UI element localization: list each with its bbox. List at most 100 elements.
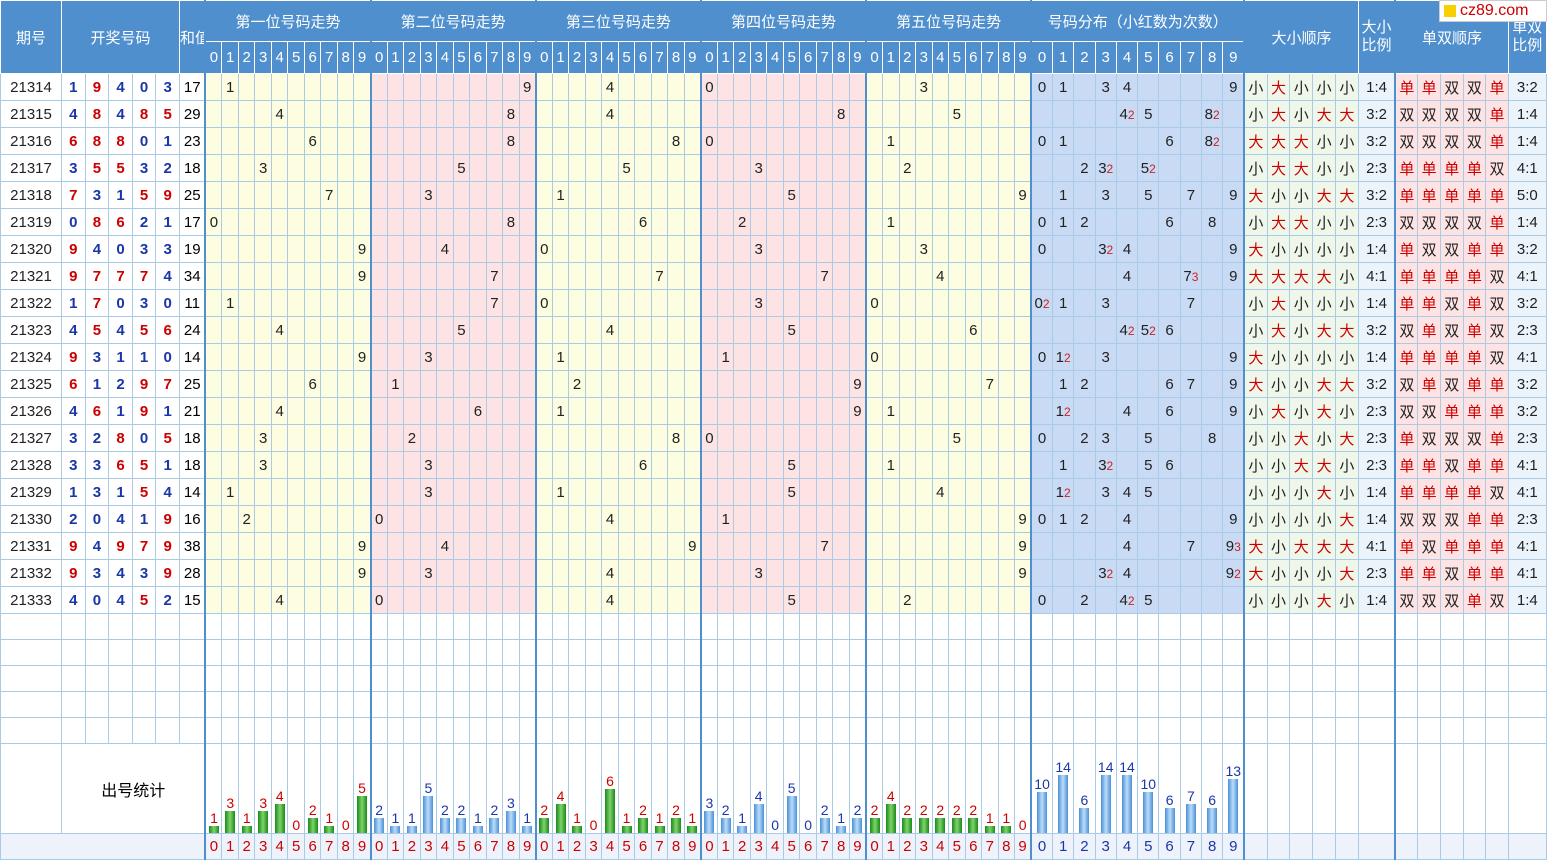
trend-hit: 7 bbox=[985, 375, 994, 393]
trend-cell bbox=[865, 478, 884, 506]
trend-cell bbox=[848, 262, 867, 290]
footer-digit: 6 bbox=[1158, 833, 1181, 860]
trend-cell: 4 bbox=[601, 559, 619, 587]
oe-cell: 单 bbox=[1439, 181, 1464, 209]
stat-bar-value: 0 bbox=[292, 817, 301, 833]
stat-bar-value: 2 bbox=[936, 802, 945, 819]
oe-cell: 双 bbox=[1439, 586, 1464, 614]
trend-cell bbox=[667, 397, 685, 425]
distribution-digit: 4 bbox=[1122, 267, 1132, 285]
trend-cell bbox=[204, 235, 223, 263]
trend-cell bbox=[303, 532, 322, 560]
oe-ratio-cell: 4:1 bbox=[1507, 451, 1547, 479]
size-cell: 小 bbox=[1266, 235, 1291, 263]
draw-number: 9 bbox=[61, 343, 86, 371]
trend-cell bbox=[518, 559, 537, 587]
site-logo[interactable]: cz89.com bbox=[1439, 0, 1547, 22]
stat-bar bbox=[968, 818, 979, 833]
distribution-cell: 3 bbox=[1094, 424, 1117, 452]
trend-cell: 3 bbox=[915, 235, 933, 263]
issue-cell: 21322 bbox=[0, 289, 62, 317]
header-digit: 0 bbox=[699, 41, 718, 74]
trend-cell bbox=[436, 181, 454, 209]
dist-bar-cell: 6 bbox=[1201, 743, 1224, 834]
trend-cell bbox=[485, 316, 504, 344]
footer-digit: 3 bbox=[419, 833, 438, 860]
trend-cell bbox=[699, 154, 718, 182]
trend-cell bbox=[518, 127, 537, 155]
trend-cell bbox=[766, 478, 784, 506]
trend-cell: 3 bbox=[749, 559, 768, 587]
trend-cell bbox=[518, 181, 537, 209]
trend-cell bbox=[584, 154, 603, 182]
trend-cell bbox=[617, 73, 636, 101]
oe-cell: 单 bbox=[1462, 289, 1487, 317]
trend-cell: 1 bbox=[716, 505, 735, 533]
distribution-cell bbox=[1201, 586, 1224, 614]
oe-cell: 单 bbox=[1485, 235, 1509, 263]
trend-cell bbox=[518, 397, 537, 425]
size-cell: 小 bbox=[1289, 181, 1314, 209]
header-digit: 5 bbox=[782, 41, 801, 74]
sum-cell: 25 bbox=[178, 181, 206, 209]
trend-cell bbox=[667, 154, 685, 182]
trend-cell bbox=[981, 532, 999, 560]
trend-cell bbox=[518, 370, 537, 398]
trend-cell bbox=[716, 586, 735, 614]
repeat-count: 2 bbox=[1106, 458, 1114, 473]
trend-cell: 2 bbox=[898, 154, 917, 182]
trend-cell bbox=[584, 289, 603, 317]
trend-cell bbox=[204, 424, 223, 452]
stat-bar bbox=[555, 803, 566, 833]
trend-cell bbox=[369, 424, 388, 452]
size-cell: 小 bbox=[1312, 73, 1336, 101]
trend-cell bbox=[336, 154, 355, 182]
trend-cell bbox=[683, 559, 702, 587]
trend-cell bbox=[882, 181, 900, 209]
trend-cell bbox=[799, 532, 817, 560]
trend-cell: 7 bbox=[815, 532, 834, 560]
trend-cell bbox=[617, 127, 636, 155]
trend-cell bbox=[782, 370, 801, 398]
trend-cell bbox=[799, 343, 817, 371]
trend-cell bbox=[981, 586, 999, 614]
oe-cell: 双 bbox=[1417, 532, 1441, 560]
trend-cell bbox=[303, 73, 322, 101]
distribution-cell: 7 bbox=[1179, 181, 1203, 209]
stat-bar-value: 2 bbox=[903, 802, 912, 819]
trend-cell bbox=[254, 478, 272, 506]
trend-cell: 9 bbox=[353, 343, 372, 371]
distribution-cell bbox=[1073, 397, 1096, 425]
dist-bar-cell: 7 bbox=[1179, 743, 1203, 834]
trend-cell bbox=[502, 154, 520, 182]
trend-hit: 8 bbox=[506, 105, 516, 123]
trend-cell bbox=[799, 127, 817, 155]
distribution-cell bbox=[1030, 559, 1053, 587]
trend-cell bbox=[948, 478, 966, 506]
trend-cell bbox=[981, 343, 999, 371]
trend-cell bbox=[865, 73, 884, 101]
trend-cell bbox=[832, 559, 850, 587]
distribution-cell bbox=[1201, 235, 1224, 263]
size-cell: 大 bbox=[1266, 208, 1291, 236]
dist-bar-cell: 14 bbox=[1115, 743, 1139, 834]
trend-cell bbox=[601, 397, 619, 425]
trend-cell bbox=[386, 397, 405, 425]
issue-cell: 21316 bbox=[0, 127, 62, 155]
trend-cell: 0 bbox=[865, 343, 884, 371]
trend-cell bbox=[369, 370, 388, 398]
header-issue: 期号 bbox=[0, 0, 62, 74]
trend-cell bbox=[832, 451, 850, 479]
trend-cell bbox=[353, 505, 372, 533]
trend-cell bbox=[452, 397, 471, 425]
trend-cell bbox=[997, 316, 1016, 344]
distribution-cell bbox=[1222, 154, 1245, 182]
trend-hit: 4 bbox=[605, 564, 615, 582]
distribution-digit: 1 bbox=[1058, 132, 1068, 150]
trend-cell bbox=[436, 370, 454, 398]
trend-cell bbox=[270, 343, 289, 371]
oe-cell: 单 bbox=[1394, 424, 1419, 452]
trend-cell: 5 bbox=[452, 154, 471, 182]
trend-cell bbox=[419, 586, 438, 614]
trend-cell bbox=[898, 262, 917, 290]
